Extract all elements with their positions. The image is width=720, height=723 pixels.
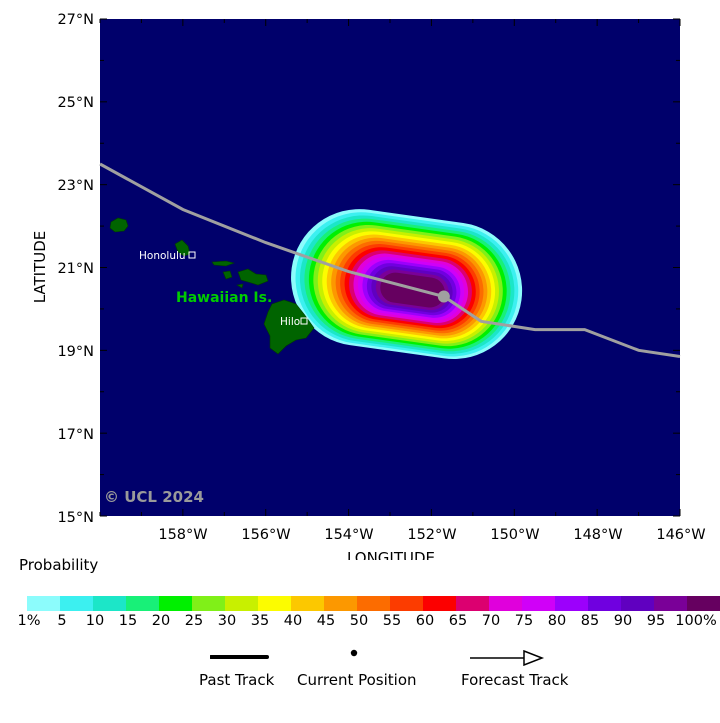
colorbar-swatch [654, 596, 687, 611]
colorbar-label: 45 [316, 613, 336, 629]
colorbar-labels: 1% 5 10 15 20 25 30 35 40 45 50 55 60 65 70 75 80 85 90 95 1… [0, 613, 720, 633]
colorbar-swatch [357, 596, 390, 611]
colorbar-label: 85 [580, 613, 600, 629]
x-tick-label: 156°W [241, 527, 290, 543]
y-tick-label: 17°N [57, 427, 94, 443]
colorbar-swatch [60, 596, 93, 611]
island-maui [237, 268, 269, 286]
hilo-label: Hilo [280, 316, 300, 328]
colorbar-label: 95 [646, 613, 666, 629]
x-axis-ticks [99, 19, 681, 516]
x-tick-label: 152°W [407, 527, 456, 543]
colorbar-swatch [555, 596, 588, 611]
colorbar-label: 70 [481, 613, 501, 629]
colorbar-swatch [588, 596, 621, 611]
colorbar-swatch [225, 596, 258, 611]
forecast-track-label: Forecast Track [461, 671, 569, 689]
probability-swath [291, 209, 523, 360]
colorbar-label: 35 [250, 613, 270, 629]
watermark: © UCL 2024 [104, 488, 204, 506]
honolulu-marker [188, 251, 196, 259]
probability-colorbar [27, 596, 720, 611]
colorbar-swatch [687, 596, 720, 611]
honolulu-label: Honolulu [139, 250, 186, 262]
past-track-label: Past Track [199, 671, 275, 689]
x-axis-title: LONGITUDE [347, 549, 435, 560]
y-tick-label: 15°N [57, 510, 94, 526]
forecast-track-line [99, 162, 681, 358]
island-kahoolawe [236, 283, 244, 289]
colorbar-label: 25 [184, 613, 204, 629]
x-tick-label: 146°W [656, 527, 705, 543]
colorbar-swatch [291, 596, 324, 611]
colorbar-label: 20 [151, 613, 171, 629]
x-tick-label: 158°W [158, 527, 207, 543]
colorbar-label: 90 [613, 613, 633, 629]
colorbar-label: 30 [217, 613, 237, 629]
colorbar-swatch [93, 596, 126, 611]
colorbar-swatch [192, 596, 225, 611]
colorbar-label: 60 [415, 613, 435, 629]
y-axis-ticks [100, 18, 680, 517]
colorbar-label: 75 [514, 613, 534, 629]
current-position-marker [437, 290, 450, 303]
y-tick-label: 25°N [57, 95, 94, 111]
past-track-icon [210, 655, 269, 659]
colorbar-label: 5 [57, 613, 67, 629]
hawaiian-islands [109, 217, 315, 355]
y-tick-label: 27°N [57, 12, 94, 28]
colorbar-label: 15 [118, 613, 138, 629]
probability-level-100 [380, 272, 445, 308]
colorbar-swatch [456, 596, 489, 611]
forecast-track-icon [470, 650, 545, 666]
colorbar-swatch [159, 596, 192, 611]
colorbar-swatch [27, 596, 60, 611]
colorbar-swatch [621, 596, 654, 611]
y-tick-label: 19°N [57, 344, 94, 360]
legend-title: Probability [19, 556, 99, 574]
colorbar-swatch [324, 596, 357, 611]
hilo-marker [300, 317, 308, 325]
island-lanai [222, 270, 233, 280]
colorbar-swatch [522, 596, 555, 611]
island-kauai [109, 217, 129, 233]
y-axis-title: LATITUDE [31, 231, 49, 304]
colorbar-swatch [489, 596, 522, 611]
x-tick-label: 148°W [573, 527, 622, 543]
island-oahu [174, 239, 191, 257]
colorbar-swatch [126, 596, 159, 611]
x-tick-label: 154°W [324, 527, 373, 543]
colorbar-label: 1% [17, 613, 41, 629]
colorbar-label: 55 [382, 613, 402, 629]
colorbar-label: 80 [547, 613, 567, 629]
colorbar-label: 10 [85, 613, 105, 629]
colorbar-swatch [258, 596, 291, 611]
y-tick-label: 21°N [57, 261, 94, 277]
island-hawaii [263, 299, 315, 355]
colorbar-swatch [423, 596, 456, 611]
colorbar-label: 40 [283, 613, 303, 629]
colorbar-swatch [390, 596, 423, 611]
probability-map: Honolulu Hawaiian Is. Hilo © UCL 2024 27… [31, 12, 706, 560]
x-tick-label: 150°W [490, 527, 539, 543]
hawaiian-islands-label: Hawaiian Is. [176, 290, 272, 306]
track-legend: Past Track Current Position Forecast Tra… [0, 640, 720, 700]
colorbar-label: 65 [448, 613, 468, 629]
colorbar-label: 100% [675, 613, 717, 629]
current-position-label: Current Position [297, 671, 417, 689]
y-tick-label: 23°N [57, 178, 94, 194]
colorbar-label: 50 [349, 613, 369, 629]
island-molokai [211, 260, 236, 267]
current-position-icon [350, 649, 358, 657]
